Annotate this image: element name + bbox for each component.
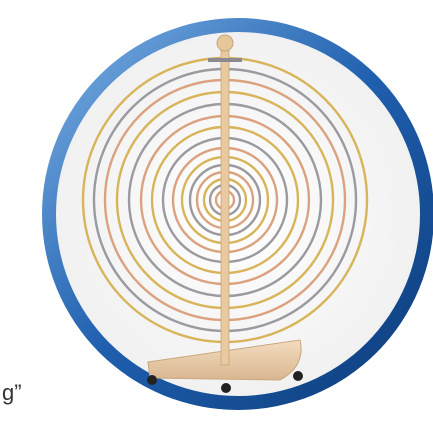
stand-pole <box>220 49 230 366</box>
wheel <box>147 375 157 385</box>
caption-fragment: g” <box>2 380 22 405</box>
wheel <box>293 371 303 381</box>
stand-knob <box>216 34 234 52</box>
stand-bracket <box>208 58 242 62</box>
wheel <box>221 383 231 393</box>
stand <box>147 34 303 393</box>
